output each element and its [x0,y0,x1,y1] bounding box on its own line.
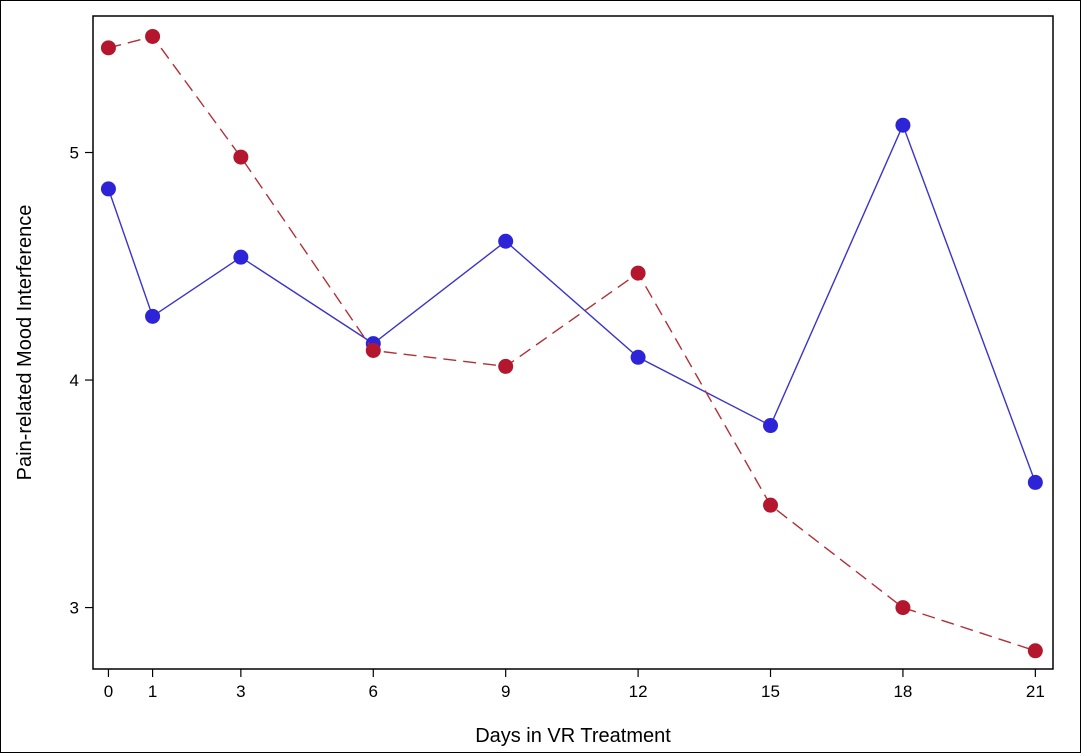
series-2-point [895,600,911,616]
plot-area [92,15,1054,670]
x-tick-label: 15 [761,682,780,701]
series-2-point [100,40,116,56]
series-1 [100,117,1043,490]
series-1-point [233,249,249,265]
series-1-point [630,349,646,365]
series-1-point [895,117,911,133]
series-2-point [145,28,161,44]
series-1-point [100,181,116,197]
x-tick-label: 3 [236,682,245,701]
series-1-point [498,233,514,249]
x-tick-label: 12 [629,682,648,701]
x-tick-label: 0 [104,682,113,701]
y-tick-label: 4 [70,371,79,390]
series-1-point [1027,474,1043,490]
series-2-point [630,265,646,281]
x-tick-label: 21 [1026,682,1045,701]
y-axis-title: Pain-related Mood Interference [14,205,36,481]
series-2-point [1027,643,1043,659]
y-axis: 3 4 5 [70,144,93,618]
series-2-point [233,149,249,165]
x-tick-label: 18 [893,682,912,701]
series-2-point [763,497,779,513]
series-layer [100,28,1043,659]
y-tick-label: 3 [70,599,79,618]
series-2 [100,28,1043,659]
series-1-point [145,308,161,324]
y-tick-label: 5 [70,144,79,163]
series-1-point [763,418,779,434]
x-tick-label: 9 [501,682,510,701]
series-2-point [498,358,514,374]
series-1-line [107,123,1036,483]
x-axis-title: Days in VR Treatment [475,725,671,747]
x-tick-label: 1 [148,682,157,701]
x-axis: 0 1 3 6 9 12 15 18 21 [104,669,1045,701]
x-tick-label: 6 [369,682,378,701]
series-2-point [365,342,381,358]
